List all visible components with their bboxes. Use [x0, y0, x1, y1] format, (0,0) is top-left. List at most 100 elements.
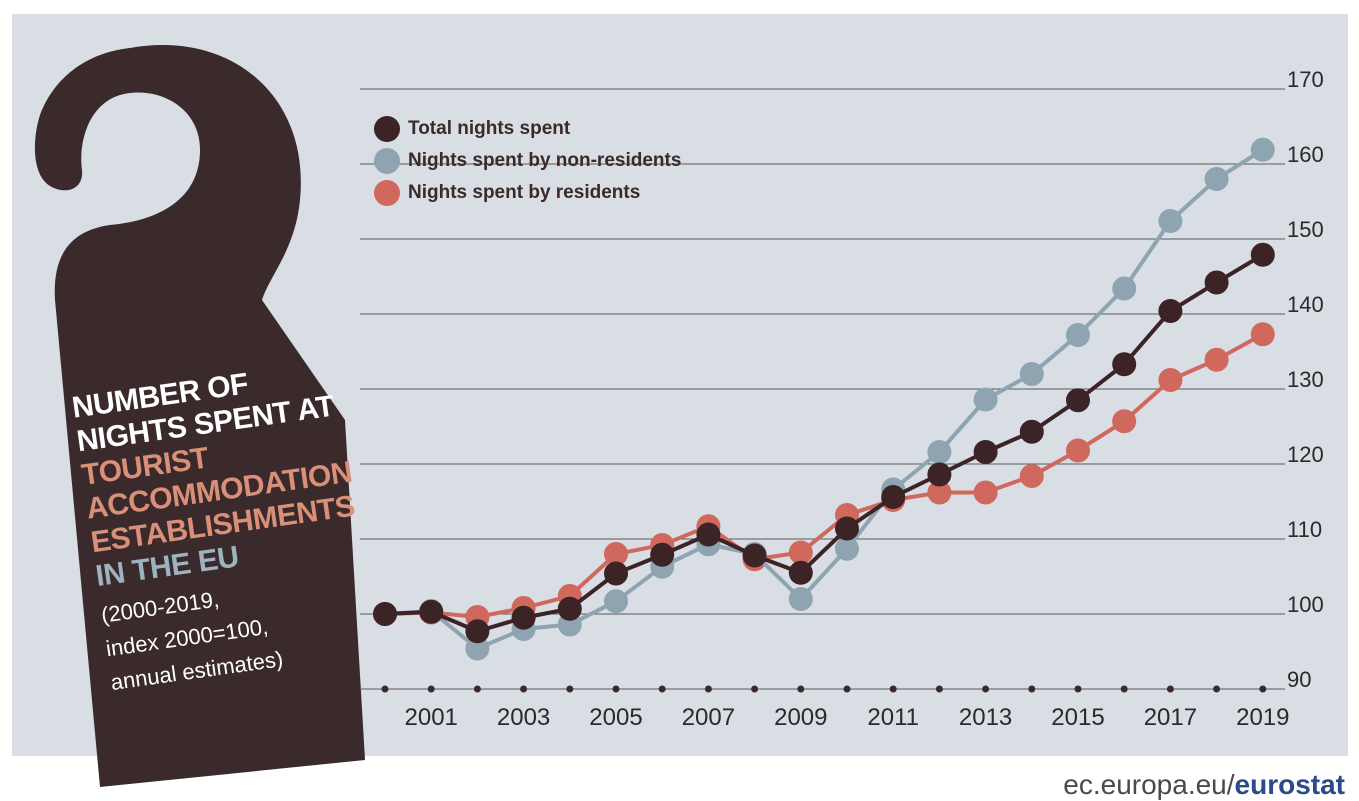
- data-point-1-2005: [604, 589, 628, 614]
- y-tick-label-120: 120: [1287, 442, 1324, 467]
- y-tick-label-160: 160: [1287, 142, 1324, 167]
- data-point-0-2015: [1066, 388, 1090, 413]
- data-point-1-2010: [835, 536, 859, 561]
- x-axis-dot-2016: [1120, 685, 1128, 693]
- legend-swatch-total: [374, 116, 400, 142]
- x-tick-label-2009: 2009: [774, 704, 827, 731]
- x-tick-label-2017: 2017: [1144, 704, 1197, 731]
- data-point-0-2007: [696, 522, 721, 547]
- x-axis-dot-2013: [982, 685, 990, 693]
- series-line-1: [384, 148, 1264, 651]
- data-point-1-2014: [1019, 362, 1044, 386]
- data-point-2-2015: [1066, 438, 1090, 463]
- x-axis-dot-2002: [473, 685, 481, 693]
- y-tick-label-100: 100: [1287, 592, 1324, 617]
- data-point-0-2012: [927, 462, 952, 487]
- x-tick-label-2011: 2011: [867, 704, 919, 731]
- data-point-1-2009: [788, 587, 813, 611]
- data-point-0-2019: [1250, 242, 1275, 267]
- x-axis-dot-2009: [797, 685, 805, 693]
- series-lines: [373, 137, 1275, 661]
- legend-label-total: Total nights spent: [408, 118, 571, 139]
- data-point-2-2009: [788, 540, 813, 565]
- data-point-0-2017: [1158, 299, 1183, 323]
- data-point-2-2012: [927, 480, 952, 505]
- data-point-2-2005: [604, 542, 628, 566]
- x-axis-dot-2004: [566, 685, 574, 693]
- y-tick-label-90: 90: [1287, 667, 1311, 692]
- x-tick-label-2013: 2013: [959, 704, 1012, 731]
- x-axis-dot-2017: [1166, 685, 1174, 693]
- data-point-1-2012: [927, 440, 952, 464]
- x-tick-label-2019: 2019: [1236, 704, 1289, 731]
- legend-item-non-residents: Nights spent by non-residents: [374, 145, 681, 177]
- x-axis-dot-2014: [1028, 685, 1036, 693]
- x-axis-dot-2007: [704, 685, 712, 693]
- x-tick-label-2005: 2005: [589, 704, 642, 731]
- data-point-1-2016: [1112, 276, 1137, 301]
- data-point-2-2018: [1204, 347, 1229, 372]
- x-axis-dot-2011: [889, 685, 897, 693]
- data-point-0-2013: [973, 440, 998, 464]
- data-point-1-2015: [1066, 323, 1090, 347]
- y-tick-label-110: 110: [1287, 517, 1322, 542]
- x-axis-dot-2000: [381, 685, 389, 693]
- y-tick-label-150: 150: [1287, 217, 1324, 242]
- data-point-2-2016: [1112, 409, 1137, 434]
- x-tick-label-2007: 2007: [682, 704, 735, 731]
- legend-item-total: Total nights spent: [374, 113, 681, 145]
- data-point-0-2003: [511, 605, 536, 630]
- data-point-1-2018: [1204, 167, 1229, 191]
- data-point-0-2004: [557, 596, 582, 621]
- x-axis-dot-2010: [843, 685, 851, 693]
- x-axis-dot-2012: [935, 685, 943, 693]
- x-axis-dot-2018: [1213, 685, 1221, 693]
- data-point-0-2018: [1204, 270, 1229, 295]
- x-axis-dot-2019: [1259, 685, 1267, 693]
- eurostat-logo-text: eurostat: [1234, 769, 1345, 800]
- x-axis-dot-2005: [612, 685, 620, 693]
- data-point-0-2002: [465, 619, 490, 644]
- data-point-2-2017: [1158, 368, 1183, 392]
- footer-prefix: ec.europa.eu/: [1063, 769, 1235, 800]
- series-2: [373, 322, 1275, 629]
- data-point-2-2014: [1019, 464, 1044, 488]
- legend-swatch-non-residents: [374, 148, 400, 174]
- data-point-0-2011: [881, 485, 906, 509]
- x-tick-label-2001: 2001: [405, 704, 458, 731]
- legend-swatch-residents: [374, 180, 400, 206]
- legend: Total nights spent Nights spent by non-r…: [374, 113, 681, 209]
- data-point-1-2017: [1158, 209, 1183, 233]
- data-point-2-2019: [1250, 322, 1275, 347]
- door-hanger-shape: [34, 45, 365, 787]
- data-point-0-2005: [604, 561, 628, 586]
- grid-lines: [360, 88, 1285, 690]
- x-axis-dot-2003: [520, 685, 528, 693]
- legend-label-non-residents: Nights spent by non-residents: [408, 150, 682, 171]
- x-axis-dot-2015: [1074, 685, 1082, 693]
- source-footer[interactable]: ec.europa.eu/eurostat: [1063, 769, 1345, 801]
- data-point-2-2013: [973, 480, 998, 505]
- data-point-1-2002: [465, 636, 490, 661]
- data-point-0-2000: [373, 602, 397, 626]
- series-1: [373, 137, 1275, 661]
- axis-labels: 90 100 110 120 130 140 150 160 170 2001 2003 2005 20…: [381, 67, 1324, 731]
- legend-label-residents: Nights spent by residents: [408, 182, 641, 203]
- x-tick-label-2003: 2003: [497, 704, 550, 731]
- y-tick-label-130: 130: [1287, 367, 1324, 392]
- data-point-0-2010: [835, 516, 859, 541]
- data-point-0-2008: [742, 543, 767, 568]
- data-point-0-2001: [419, 599, 444, 624]
- data-point-0-2009: [788, 560, 813, 585]
- data-point-1-2019: [1250, 137, 1275, 162]
- data-point-0-2016: [1112, 352, 1137, 377]
- data-point-1-2013: [973, 387, 998, 412]
- data-point-0-2014: [1019, 419, 1044, 444]
- y-tick-label-140: 140: [1287, 292, 1324, 317]
- series-0: [373, 242, 1275, 644]
- y-tick-label-170: 170: [1287, 67, 1324, 92]
- x-axis-dot-2006: [658, 685, 666, 693]
- data-point-0-2006: [650, 542, 675, 567]
- x-tick-label-2015: 2015: [1051, 704, 1104, 731]
